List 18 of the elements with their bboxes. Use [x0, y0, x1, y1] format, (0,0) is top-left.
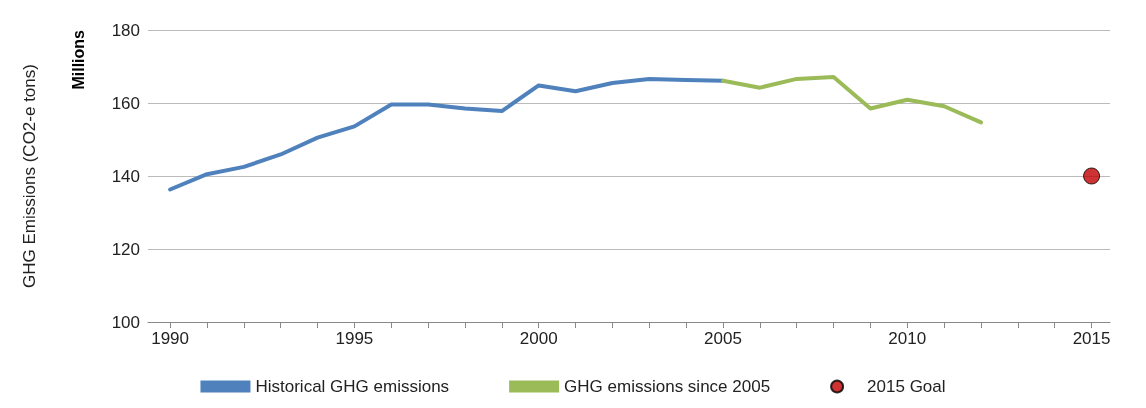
text: Millions	[69, 29, 87, 90]
legend-label: 2015 Goal	[867, 377, 946, 396]
legend-label: Historical GHG emissions	[255, 377, 450, 396]
y-tick-label: 120	[111, 239, 140, 259]
x-tick-label: 1990	[151, 329, 190, 348]
x-tick-label: 2000	[519, 329, 558, 348]
legend-label: GHG emissions since 2005	[564, 377, 771, 396]
y-tick-label: 160	[111, 93, 140, 113]
x-tick-label: 2010	[888, 329, 927, 348]
x-tick-label: 1995	[335, 329, 374, 348]
y-tick-label: 180	[111, 20, 140, 40]
line-series	[168, 76, 725, 192]
x-tick-label: 2015	[1072, 329, 1111, 348]
x-tick-label: 2005	[704, 329, 742, 348]
y-tick-label: 140	[111, 166, 140, 186]
line-series	[720, 75, 983, 125]
y-tick-label: 100	[111, 312, 140, 332]
y-axis-title: GHG Emissions (CO2-e tons)	[20, 64, 39, 288]
